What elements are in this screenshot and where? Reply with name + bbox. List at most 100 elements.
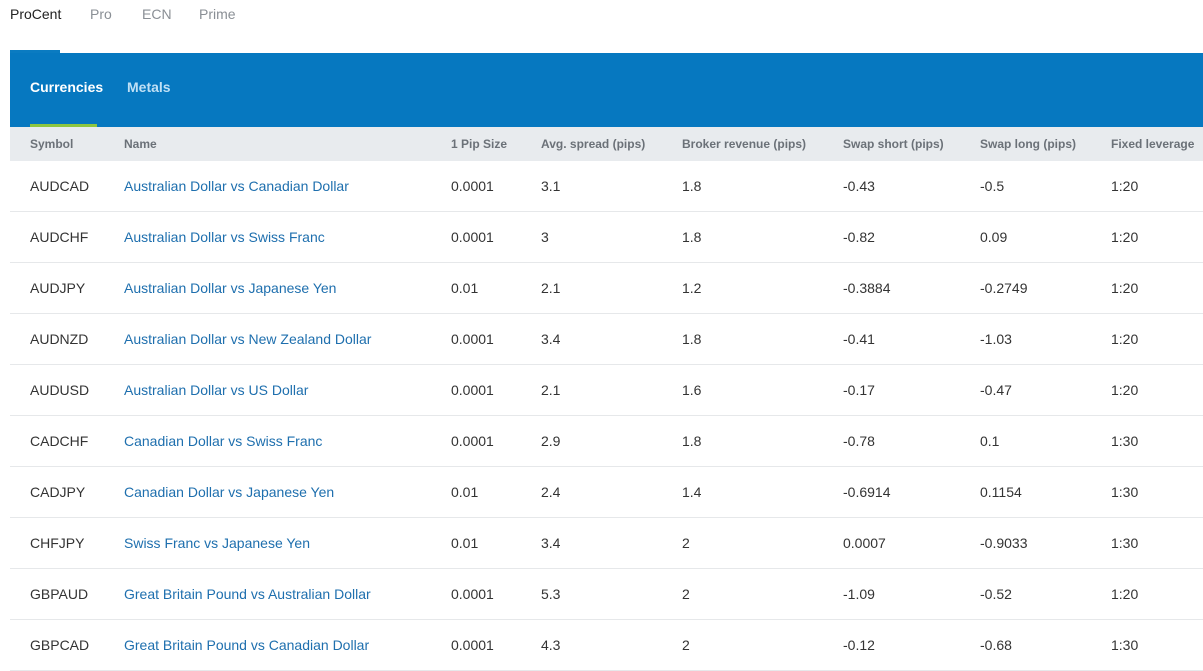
- table-row: AUDCAD Australian Dollar vs Canadian Dol…: [10, 161, 1203, 212]
- cell-pip-size: 0.0001: [451, 637, 494, 653]
- cell-swap-long: -0.47: [980, 382, 1012, 398]
- cell-fixed-leverage: 1:30: [1111, 433, 1139, 449]
- table-row: GBPAUD Great Britain Pound vs Australian…: [10, 569, 1203, 620]
- cell-avg-spread: 4.3: [541, 637, 561, 653]
- cell-avg-spread: 3: [541, 229, 549, 245]
- cell-avg-spread: 2.4: [541, 484, 561, 500]
- instrument-link[interactable]: Australian Dollar vs Swiss Franc: [124, 229, 325, 245]
- cell-pip-size: 0.0001: [451, 382, 494, 398]
- tab-ecn[interactable]: ECN: [142, 6, 172, 22]
- cell-swap-short: -0.43: [843, 178, 875, 194]
- cell-swap-short: -0.17: [843, 382, 875, 398]
- instrument-link[interactable]: Canadian Dollar vs Swiss Franc: [124, 433, 323, 449]
- instrument-link[interactable]: Australian Dollar vs US Dollar: [124, 382, 309, 398]
- cell-swap-short: -1.09: [843, 586, 875, 602]
- cell-symbol: CHFJPY: [30, 535, 85, 551]
- cell-symbol: GBPAUD: [30, 586, 89, 602]
- table-row: CADJPY Canadian Dollar vs Japanese Yen 0…: [10, 467, 1203, 518]
- cell-pip-size: 0.01: [451, 484, 479, 500]
- instrument-link[interactable]: Great Britain Pound vs Australian Dollar: [124, 586, 371, 602]
- table-row: GBPCAD Great Britain Pound vs Canadian D…: [10, 620, 1203, 671]
- cell-swap-short: -0.41: [843, 331, 875, 347]
- cell-broker-revenue: 2: [682, 586, 690, 602]
- header-swap-short: Swap short (pips): [843, 137, 944, 151]
- table-row: CHFJPY Swiss Franc vs Japanese Yen 0.01 …: [10, 518, 1203, 569]
- cell-broker-revenue: 1.6: [682, 382, 702, 398]
- tab-prime[interactable]: Prime: [199, 6, 236, 22]
- cell-symbol: CADCHF: [30, 433, 89, 449]
- tab-currencies[interactable]: Currencies: [30, 53, 103, 127]
- cell-symbol: AUDCHF: [30, 229, 89, 245]
- cell-broker-revenue: 1.8: [682, 178, 702, 194]
- cell-broker-revenue: 2: [682, 637, 690, 653]
- cell-swap-long: 0.09: [980, 229, 1008, 245]
- header-broker-revenue: Broker revenue (pips): [682, 137, 807, 151]
- tab-metals[interactable]: Metals: [127, 79, 171, 95]
- cell-fixed-leverage: 1:20: [1111, 382, 1139, 398]
- table-row: AUDJPY Australian Dollar vs Japanese Yen…: [10, 263, 1203, 314]
- cell-symbol: AUDCAD: [30, 178, 90, 194]
- cell-avg-spread: 3.4: [541, 535, 561, 551]
- cell-pip-size: 0.0001: [451, 331, 494, 347]
- header-symbol: Symbol: [30, 137, 74, 151]
- cell-swap-long: -0.2749: [980, 280, 1028, 296]
- cell-broker-revenue: 1.8: [682, 229, 702, 245]
- tab-procent[interactable]: ProCent: [10, 0, 61, 53]
- cell-pip-size: 0.0001: [451, 433, 494, 449]
- instrument-link[interactable]: Great Britain Pound vs Canadian Dollar: [124, 637, 370, 653]
- cell-swap-short: 0.0007: [843, 535, 886, 551]
- cell-fixed-leverage: 1:30: [1111, 484, 1139, 500]
- cell-fixed-leverage: 1:20: [1111, 331, 1139, 347]
- cell-swap-short: -0.82: [843, 229, 875, 245]
- cell-broker-revenue: 1.2: [682, 280, 702, 296]
- cell-broker-revenue: 2: [682, 535, 690, 551]
- cell-swap-long: -0.9033: [980, 535, 1028, 551]
- cell-avg-spread: 2.9: [541, 433, 561, 449]
- cell-swap-short: -0.3884: [843, 280, 891, 296]
- cell-avg-spread: 5.3: [541, 586, 561, 602]
- cell-fixed-leverage: 1:20: [1111, 229, 1139, 245]
- cell-avg-spread: 3.1: [541, 178, 561, 194]
- cell-symbol: CADJPY: [30, 484, 86, 500]
- cell-broker-revenue: 1.8: [682, 331, 702, 347]
- instrument-link[interactable]: Australian Dollar vs Canadian Dollar: [124, 178, 349, 194]
- cell-swap-long: -0.5: [980, 178, 1005, 194]
- asset-class-tabs: Currencies Metals: [10, 53, 1203, 127]
- table-row: AUDNZD Australian Dollar vs New Zealand …: [10, 314, 1203, 365]
- account-type-tabs: ProCent Pro ECN Prime: [0, 0, 1203, 53]
- cell-swap-short: -0.12: [843, 637, 875, 653]
- cell-fixed-leverage: 1:20: [1111, 586, 1139, 602]
- cell-pip-size: 0.0001: [451, 229, 494, 245]
- cell-swap-long: -0.52: [980, 586, 1012, 602]
- tab-pro[interactable]: Pro: [90, 6, 112, 22]
- cell-fixed-leverage: 1:30: [1111, 637, 1139, 653]
- cell-pip-size: 0.0001: [451, 178, 494, 194]
- cell-avg-spread: 3.4: [541, 331, 561, 347]
- header-swap-long: Swap long (pips): [980, 137, 1076, 151]
- table-row: AUDCHF Australian Dollar vs Swiss Franc …: [10, 212, 1203, 263]
- instrument-link[interactable]: Australian Dollar vs New Zealand Dollar: [124, 331, 372, 347]
- cell-avg-spread: 2.1: [541, 280, 561, 296]
- table-header: Symbol Name 1 Pip Size Avg. spread (pips…: [10, 127, 1203, 161]
- cell-symbol: AUDNZD: [30, 331, 89, 347]
- header-fixed-leverage: Fixed leverage: [1111, 137, 1195, 151]
- instruments-table: Symbol Name 1 Pip Size Avg. spread (pips…: [10, 127, 1203, 671]
- table-row: AUDUSD Australian Dollar vs US Dollar 0.…: [10, 365, 1203, 416]
- header-name: Name: [124, 137, 157, 151]
- header-pip-size: 1 Pip Size: [451, 137, 508, 151]
- cell-pip-size: 0.01: [451, 535, 479, 551]
- cell-swap-long: 0.1154: [980, 484, 1022, 500]
- cell-fixed-leverage: 1:20: [1111, 280, 1139, 296]
- table-row: CADCHF Canadian Dollar vs Swiss Franc 0.…: [10, 416, 1203, 467]
- cell-fixed-leverage: 1:30: [1111, 535, 1139, 551]
- cell-broker-revenue: 1.8: [682, 433, 702, 449]
- cell-pip-size: 0.01: [451, 280, 479, 296]
- cell-broker-revenue: 1.4: [682, 484, 702, 500]
- cell-symbol: GBPCAD: [30, 637, 90, 653]
- cell-swap-long: -1.03: [980, 331, 1012, 347]
- instrument-link[interactable]: Canadian Dollar vs Japanese Yen: [124, 484, 335, 500]
- cell-swap-short: -0.6914: [843, 484, 891, 500]
- instrument-link[interactable]: Australian Dollar vs Japanese Yen: [124, 280, 337, 296]
- cell-symbol: AUDJPY: [30, 280, 86, 296]
- instrument-link[interactable]: Swiss Franc vs Japanese Yen: [124, 535, 310, 551]
